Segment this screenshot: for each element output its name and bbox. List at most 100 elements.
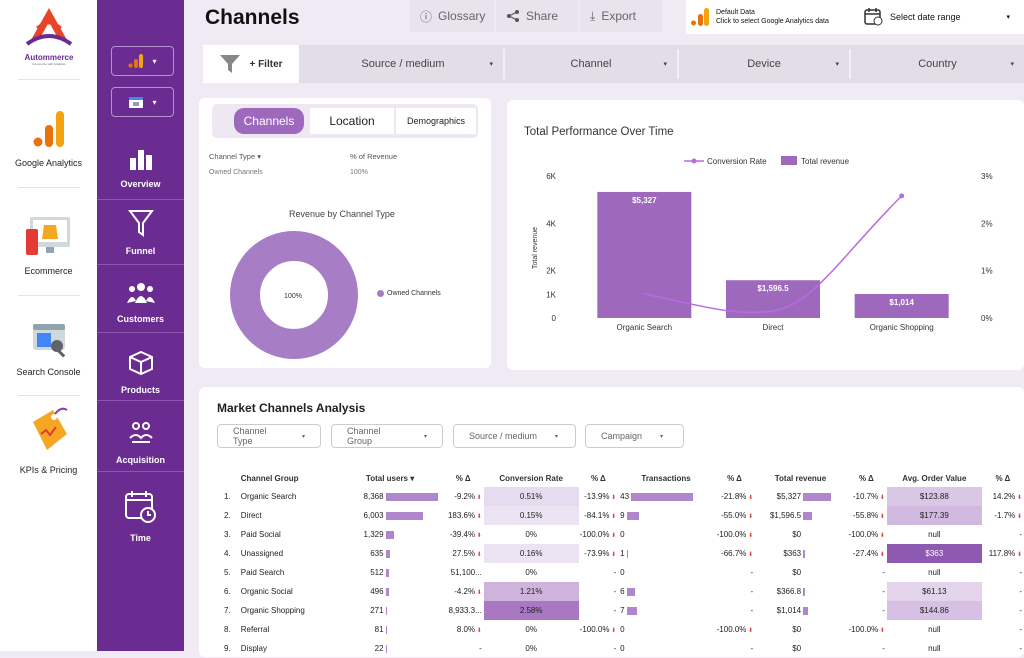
tab-location[interactable]: Location	[310, 108, 394, 134]
inline-bar	[385, 530, 394, 539]
store-selector[interactable]: ▾	[111, 87, 174, 117]
brand-logo: Autommerce Commerce with Analytics	[22, 6, 76, 68]
table-row[interactable]: 4. Unassigned 635 27.5% ⬇ 0.16% -73.9% ⬇ 1 -66.…	[214, 544, 1024, 563]
channel-group-cell: Unassigned	[241, 544, 338, 563]
delta-value: -9.2%	[454, 492, 476, 501]
column-header[interactable]: Channel Group	[240, 474, 299, 483]
add-filter-button[interactable]: + Filter	[203, 45, 299, 83]
bar-chart-icon	[129, 150, 152, 170]
tab-demographics[interactable]: Demographics	[396, 108, 476, 134]
users-delta-cell: -	[443, 639, 484, 658]
nav-item-acquisition[interactable]: Acquisition	[97, 420, 184, 472]
revenue-wrap: $366.8	[761, 587, 801, 596]
source-google-analytics[interactable]: Google Analytics	[0, 109, 97, 168]
table-row[interactable]: 7. Organic Shopping 271 8,933.3... 2.58% -7- $…	[214, 601, 1024, 620]
date-range-picker[interactable]: Select date range ▾	[860, 0, 1024, 34]
table-row[interactable]: 9. Display 22-0% -0- $0- null -	[214, 639, 1024, 658]
column-header[interactable]: % Δ	[455, 474, 471, 483]
filter-channel[interactable]: Channel ▾	[505, 47, 677, 81]
users-value: 496	[370, 587, 384, 596]
column-header[interactable]: Total users ▾	[365, 474, 415, 483]
brand-tagline: Commerce with Analytics	[32, 62, 66, 66]
source-kpis-pricing[interactable]: KPIs & Pricing	[0, 404, 97, 475]
data-source-picker[interactable]: Default Data Click to select Google Analy…	[686, 0, 860, 34]
delta-value: -	[1019, 587, 1022, 596]
table-row[interactable]: 8. Referral 81 8.0% ⬇ 0% -100.0% ⬇ 0 -100.0% ⬇ $…	[214, 620, 1024, 639]
revenue-wrap: $363	[761, 549, 801, 558]
chip-source-medium[interactable]: Source / medium ▾	[453, 424, 576, 448]
down-arrow-icon: ⬇	[746, 514, 754, 520]
nav-label: Overview	[120, 179, 161, 189]
table-row[interactable]: 1. Organic Search 8,368 -9.2% ⬇ 0.51% -13.9% …	[214, 487, 1024, 506]
source-ecommerce[interactable]: Ecommerce	[0, 215, 97, 276]
chart-title: Total Performance Over Time	[524, 126, 674, 138]
filter-label: Source / medium	[361, 58, 445, 70]
delta-value: 8,933.3...	[448, 606, 482, 615]
nav-item-products[interactable]: Products	[97, 350, 184, 401]
source-search-console[interactable]: Search Console	[0, 318, 97, 377]
filter-device[interactable]: Device ▾	[679, 47, 849, 81]
inline-bar	[626, 511, 640, 520]
col-channel-type[interactable]: Channel Type ▾	[209, 152, 262, 161]
table-row[interactable]: 2. Direct 6,003 183.6% ⬇ 0.15% -84.1% ⬇ 9 -55.0…	[214, 506, 1024, 525]
down-arrow-icon: ⬇	[475, 628, 482, 634]
inline-bar	[626, 549, 629, 558]
chip-campaign[interactable]: Campaign ▾	[585, 424, 684, 448]
col-percent-revenue[interactable]: % of Revenue	[350, 152, 398, 161]
y-tick-label: 4K	[546, 219, 556, 228]
delta-value: -	[882, 568, 885, 577]
conversion-rate-cell: 0.51%	[483, 487, 579, 506]
column-header[interactable]: % Δ	[995, 474, 1011, 483]
nav-item-funnel[interactable]: Funnel	[97, 209, 184, 265]
channel-tabs: Channels Location Demographics	[212, 104, 478, 138]
filter-label: Device	[747, 58, 781, 70]
filter-source-medium[interactable]: Source / medium ▾	[303, 47, 503, 81]
column-header[interactable]: % Δ	[727, 474, 742, 483]
row-index: 7.	[224, 606, 231, 615]
export-button[interactable]: ⤓ Export	[580, 0, 662, 32]
table-row[interactable]: 5. Paid Search 512 51,100... 0% -0- $0- null -	[214, 563, 1024, 582]
column-header[interactable]: Total revenue	[774, 474, 827, 483]
donut-slice-owned[interactable]	[230, 231, 358, 359]
nav-item-time[interactable]: Time	[97, 490, 184, 546]
users-delta-cell: -39.4% ⬇	[443, 525, 484, 544]
aov-cell: null	[887, 620, 982, 639]
conversion-rate-cell: 1.21%	[483, 582, 579, 601]
inline-bar	[626, 587, 636, 596]
filter-label: + Filter	[249, 58, 283, 70]
column-header[interactable]: Conversion Rate	[499, 474, 563, 483]
chip-label: Source / medium	[469, 431, 538, 441]
column-header[interactable]: Transactions	[641, 474, 691, 483]
column-header[interactable]: Avg. Order Value	[902, 474, 967, 483]
channel-group-cell: Organic Shopping	[241, 601, 338, 620]
down-arrow-icon: ⬇	[1015, 495, 1022, 501]
share-button[interactable]: Share	[496, 0, 578, 32]
chevron-down-icon: ▾	[555, 433, 559, 440]
chip-channel-type[interactable]: Channel Type ▾	[217, 424, 321, 448]
users-wrap: 81	[362, 625, 384, 634]
transactions-delta-cell: -	[714, 563, 755, 582]
column-header[interactable]: % Δ	[590, 474, 606, 483]
bar-total-revenue[interactable]	[597, 191, 692, 318]
autommerce-logo-icon	[25, 8, 73, 46]
nav-item-customers[interactable]: Customers	[97, 281, 184, 333]
filter-bar: + Filter Source / medium ▾ Channel ▾ Devic…	[203, 45, 1024, 83]
column-header[interactable]: % Δ	[858, 474, 874, 483]
users-wrap: 1,329	[362, 530, 384, 539]
bar-total-revenue[interactable]	[854, 294, 949, 318]
users-wrap: 635	[362, 549, 383, 558]
down-arrow-icon: ⬇	[475, 552, 482, 558]
aov-value: $144.86	[919, 606, 949, 615]
tab-channels[interactable]: Channels	[234, 108, 304, 134]
table-row[interactable]: 6. Organic Social 496 -4.2% ⬇ 1.21% -6- $366.8…	[214, 582, 1024, 601]
glossary-button[interactable]: ⓘ Glossary	[410, 0, 494, 32]
table-row[interactable]: 3. Paid Social 1,329 -39.4% ⬇ 0% -100.0% ⬇ 0 -1…	[214, 525, 1024, 544]
nav-item-overview[interactable]: Overview	[97, 148, 184, 200]
line-point[interactable]	[899, 193, 905, 199]
down-arrow-icon: ⬇	[609, 552, 617, 558]
filter-country[interactable]: Country ▾	[851, 47, 1024, 81]
source-label: KPIs & Pricing	[19, 465, 78, 475]
chip-channel-group[interactable]: Channel Group ▾	[331, 424, 443, 448]
analytics-selector[interactable]: ▾	[111, 46, 174, 76]
revenue-cell: $0	[755, 563, 846, 582]
